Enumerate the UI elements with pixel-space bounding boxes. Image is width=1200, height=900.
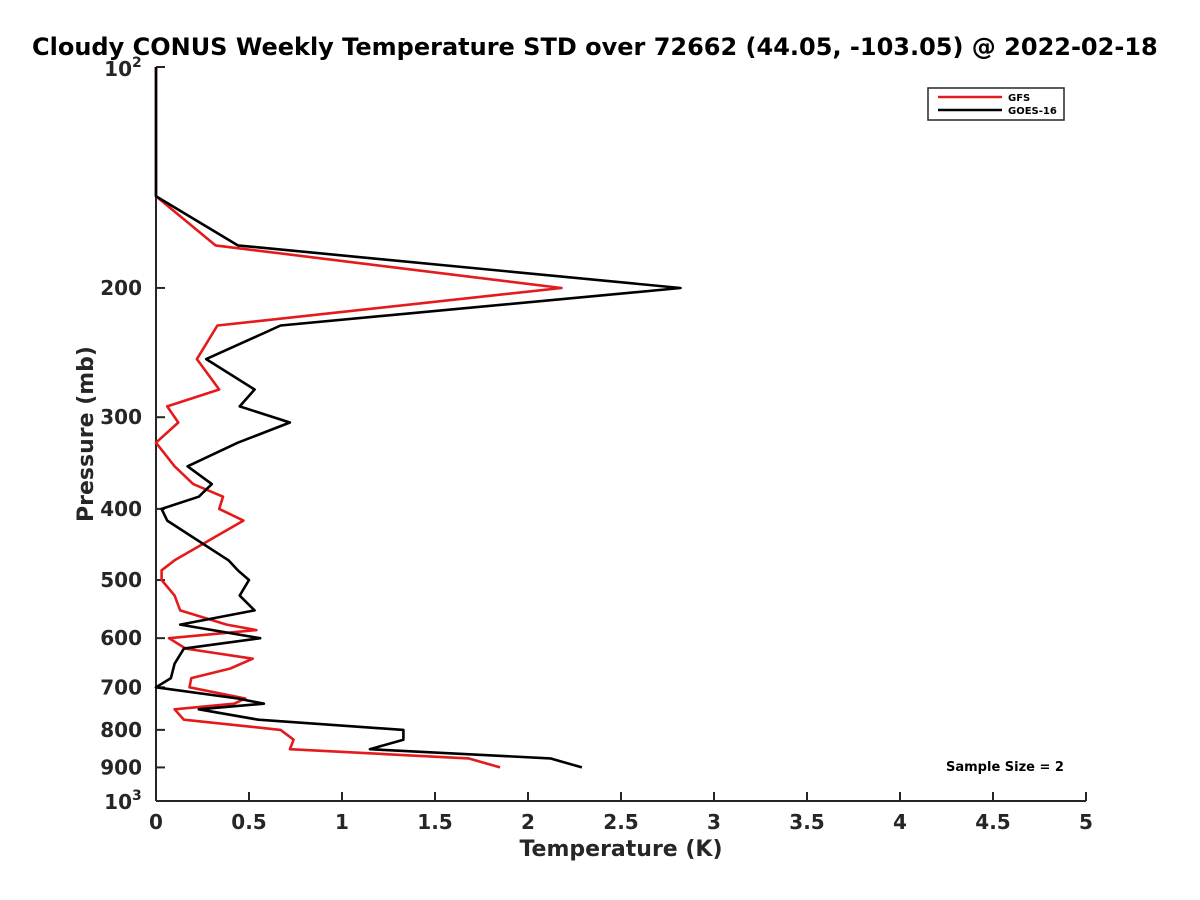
axes (155, 67, 1086, 802)
x-tick-label: 1.5 (417, 810, 452, 834)
x-tick-label: 3.5 (789, 810, 824, 834)
y-tick-label: 900 (100, 755, 142, 779)
y-tick-label: 10 (104, 57, 132, 81)
y-tick-label: 300 (100, 405, 142, 429)
x-tick-label: 1 (335, 810, 349, 834)
legend-label-gfs: GFS (1008, 93, 1030, 104)
legend: GFS GOES-16 (927, 87, 1065, 121)
y-tick-label: 600 (100, 626, 142, 650)
y-tick-exponent: 3 (132, 788, 142, 804)
y-tick-label: 700 (100, 675, 142, 699)
chart-title: Cloudy CONUS Weekly Temperature STD over… (32, 33, 1158, 61)
sample-size-annotation: Sample Size = 2 (946, 760, 1064, 775)
legend-box (927, 87, 1065, 121)
x-tick-label: 2 (521, 810, 535, 834)
y-tick-label: 800 (100, 718, 142, 742)
x-tick-label: 2.5 (603, 810, 638, 834)
y-tick-label: 400 (100, 497, 142, 521)
x-tick-label: 0 (149, 810, 163, 834)
y-tick-label: 10 (104, 790, 132, 814)
y-tick-label: 500 (100, 568, 142, 592)
x-tick-label: 3 (707, 810, 721, 834)
y-tick-exponent: 2 (132, 55, 142, 71)
series-lines (154, 67, 682, 769)
series-line-gfs (154, 67, 563, 769)
x-tick-label: 4.5 (975, 810, 1010, 834)
x-axis-label: Temperature (K) (519, 837, 722, 862)
x-tick-label: 4 (893, 810, 907, 834)
y-axis-label: Pressure (mb) (74, 346, 99, 522)
legend-label-goes16: GOES-16 (1008, 106, 1057, 117)
x-tick-label: 0.5 (231, 810, 266, 834)
y-tick-label: 200 (100, 276, 142, 300)
x-ticks: 0 0.5 1 1.5 2 2.5 3 3.5 4 4.5 5 (149, 792, 1093, 834)
x-tick-label: 5 (1079, 810, 1093, 834)
series-line-goes16 (154, 67, 682, 769)
